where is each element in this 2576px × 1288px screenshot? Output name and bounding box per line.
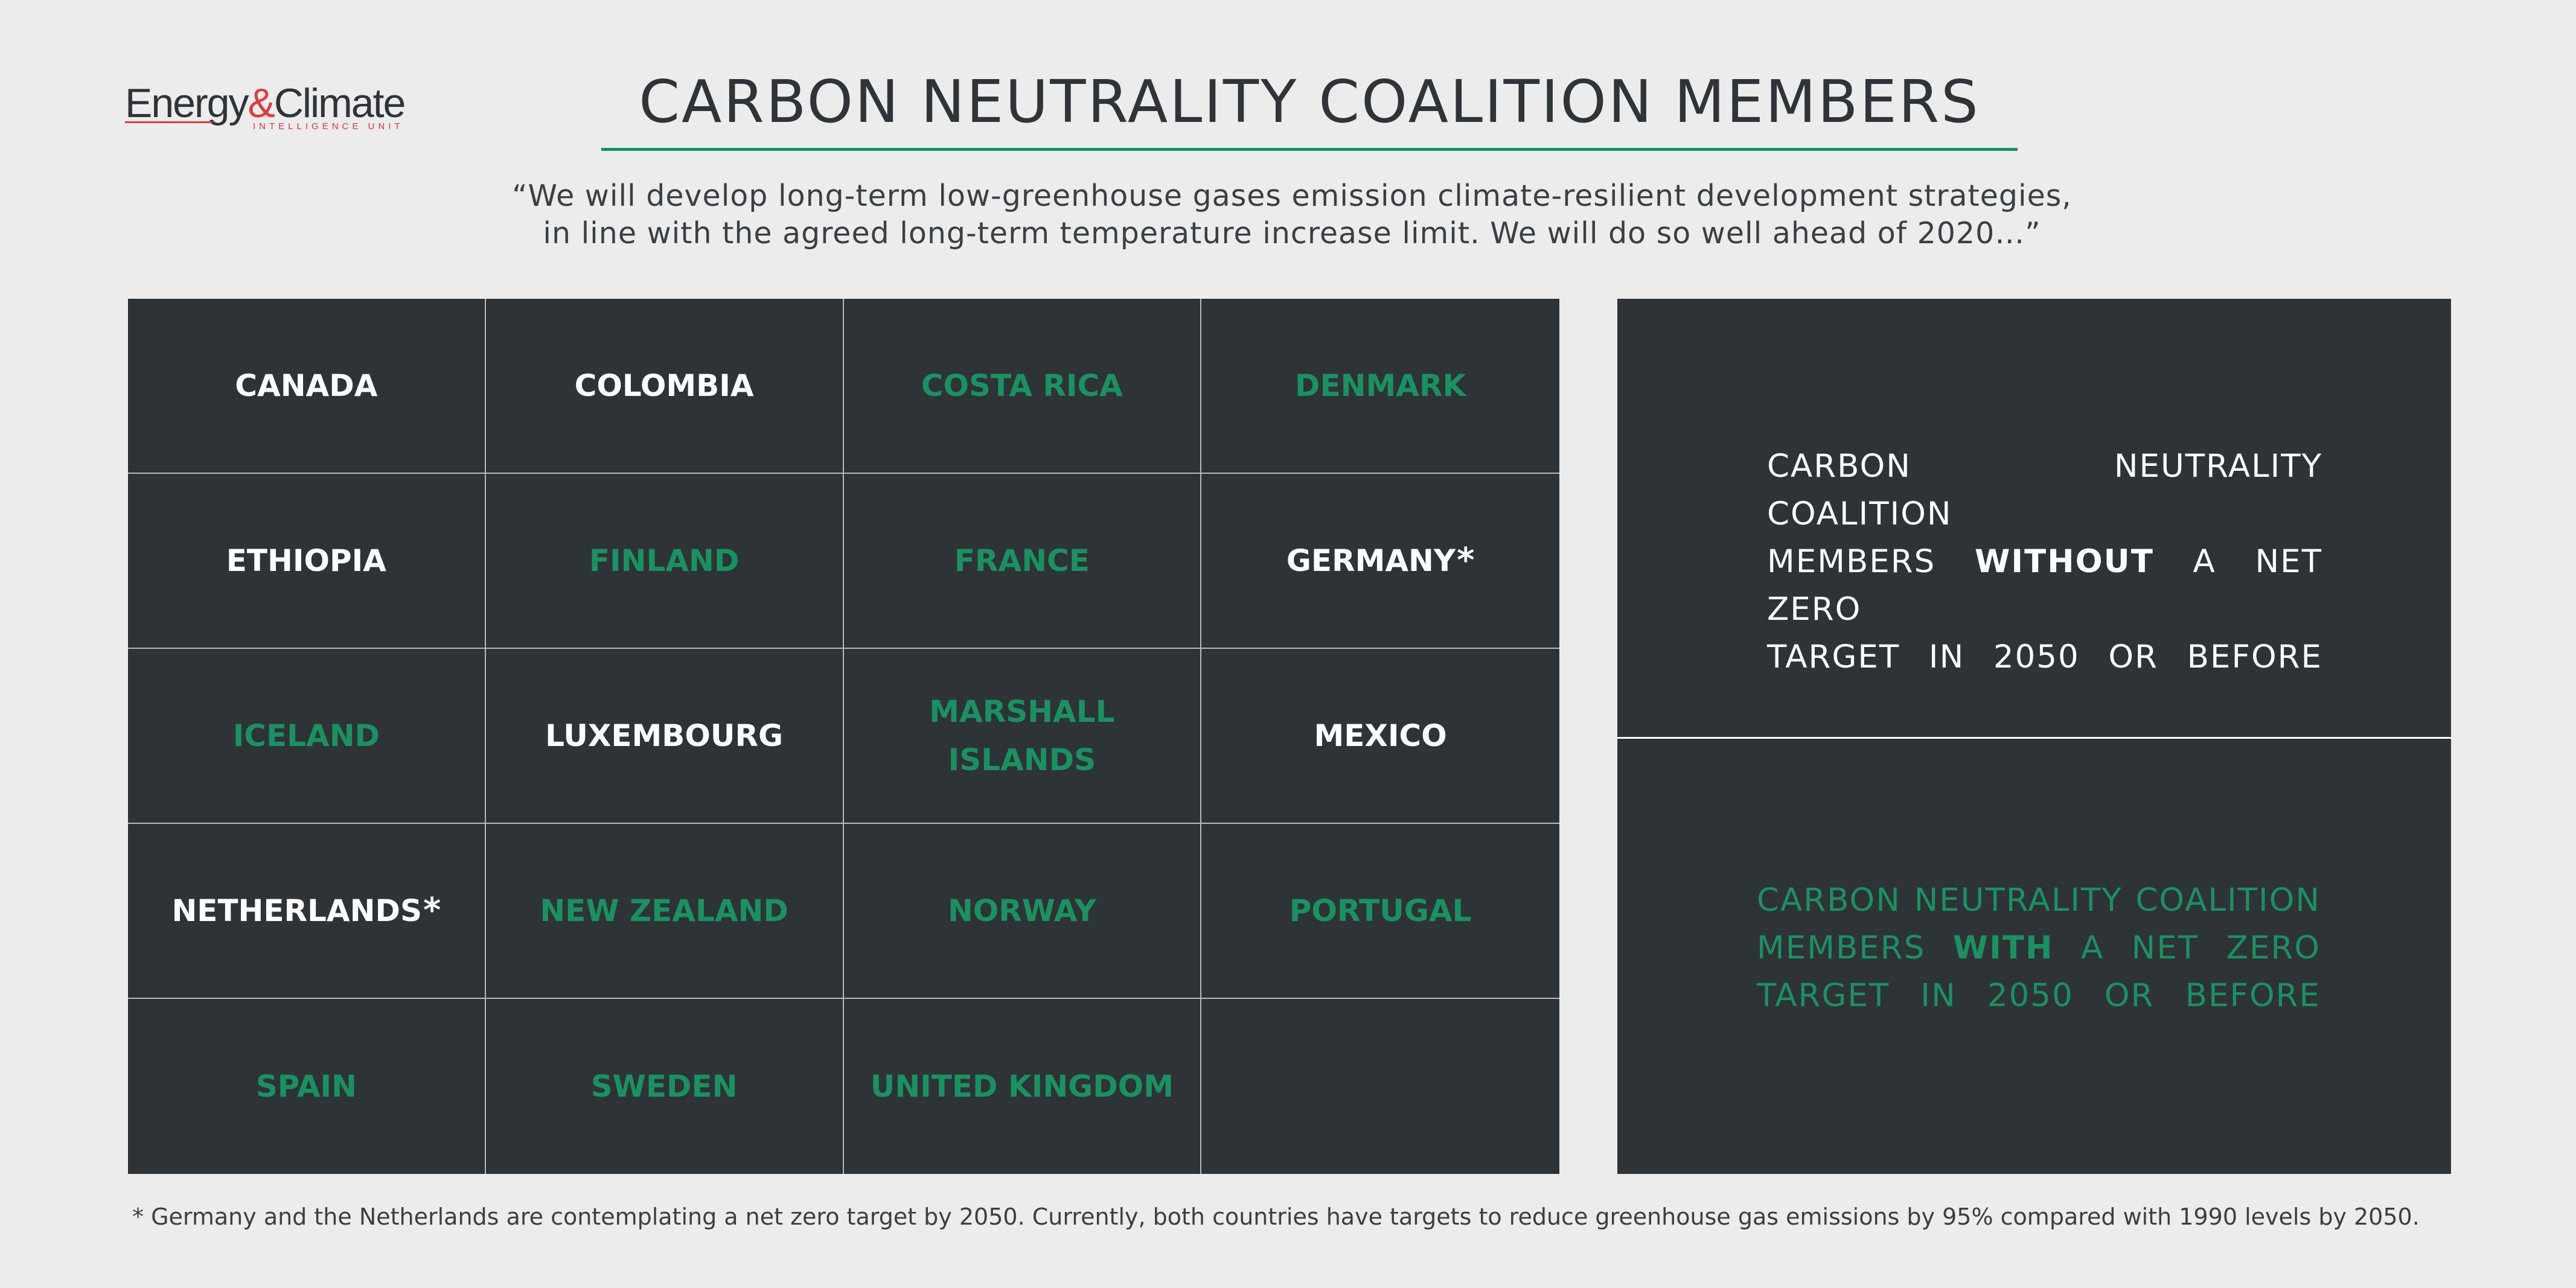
country-cell-iceland: ICELAND [128, 649, 486, 824]
country-name: SWEDEN [590, 1069, 738, 1104]
legend-with-line-2: MEMBERS WITH A NET ZERO [1757, 924, 2321, 972]
logo-subtitle: INTELLIGENCE UNIT [253, 121, 404, 132]
pledge-quote: “We will develop long-term low-greenhous… [362, 177, 2222, 252]
country-cell-colombia: COLOMBIA [485, 299, 844, 474]
country-name: NETHERLANDS [171, 893, 422, 928]
legend-without-text: CARBON NEUTRALITY COALITION MEMBERS WITH… [1767, 442, 2322, 681]
legend-divider [1617, 737, 2451, 739]
page-title: CARBON NEUTRALITY COALITION MEMBERS [639, 68, 1980, 136]
country-name: ICELAND [232, 718, 380, 753]
logo-red-line [125, 121, 213, 123]
country-cell-new-zealand: NEW ZEALAND [485, 824, 844, 999]
country-cell-marshall-islands: MARSHALL ISLANDS [843, 649, 1202, 824]
country-name: LUXEMBOURG [545, 718, 784, 753]
country-cell-empty [1201, 999, 1559, 1174]
country-cell-germany: GERMANY * [1201, 474, 1559, 649]
country-cell-finland: FINLAND [485, 474, 844, 649]
legend-with-text: CARBON NEUTRALITY COALITION MEMBERS WITH… [1757, 876, 2321, 1019]
country-name: MARSHALL ISLANDS [929, 694, 1115, 777]
legend-without-line-2: MEMBERS WITHOUT A NET ZERO [1767, 538, 2322, 633]
legend-without-line-2-pre: MEMBERS [1767, 543, 1936, 580]
energy-climate-logo: Energy&Climate INTELLIGENCE UNIT [125, 83, 415, 137]
country-cell-luxembourg: LUXEMBOURG [485, 649, 844, 824]
country-name: NORWAY [947, 893, 1096, 928]
country-cell-spain: SPAIN [128, 999, 486, 1174]
logo-word-climate: Climate [273, 80, 406, 126]
legend-with-keyword: WITH [1952, 929, 2054, 966]
legend-without-target-panel: CARBON NEUTRALITY COALITION MEMBERS WITH… [1617, 299, 2451, 737]
country-name: FINLAND [589, 543, 740, 578]
country-cell-ethiopia: ETHIOPIA [128, 474, 486, 649]
legend-without-keyword: WITHOUT [1974, 543, 2154, 580]
country-name: DENMARK [1295, 368, 1466, 403]
country-cell-norway: NORWAY [843, 824, 1202, 999]
country-name: ETHIOPIA [226, 543, 386, 578]
country-name: NEW ZEALAND [540, 893, 788, 928]
title-underline [601, 148, 2018, 151]
country-name: UNITED KINGDOM [870, 1069, 1174, 1104]
country-name: MEXICO [1314, 718, 1447, 753]
footnote: * Germany and the Netherlands are contem… [132, 1204, 2420, 1230]
country-cell-portugal: PORTUGAL [1201, 824, 1559, 999]
country-name: SPAIN [255, 1069, 357, 1104]
legend-with-line-3: TARGET IN 2050 OR BEFORE [1757, 977, 2321, 1014]
country-cell-mexico: MEXICO [1201, 649, 1559, 824]
quote-line-2: in line with the agreed long-term temper… [543, 216, 2041, 250]
logo-wordmark: Energy&Climate [125, 80, 406, 126]
country-cell-netherlands: NETHERLANDS * [128, 824, 486, 999]
logo-word-energy: Energy [125, 80, 249, 126]
legend-without-line-1: CARBON NEUTRALITY COALITION [1767, 448, 2322, 532]
country-name: PORTUGAL [1289, 893, 1472, 928]
country-name: CANADA [235, 368, 378, 403]
country-cell-denmark: DENMARK [1201, 299, 1559, 474]
country-cell-united-kingdom: UNITED KINGDOM [844, 999, 1202, 1174]
country-name: GERMANY [1286, 543, 1456, 578]
country-cell-sweden: SWEDEN [486, 999, 844, 1174]
legend-with-line-1: CARBON NEUTRALITY COALITION [1757, 882, 2321, 919]
quote-line-1: “We will develop long-term low-greenhous… [512, 179, 2072, 213]
country-name: COLOMBIA [574, 368, 754, 403]
logo-ampersand: & [248, 80, 275, 126]
country-cell-france: FRANCE [843, 474, 1202, 649]
legend-without-line-3: TARGET IN 2050 OR BEFORE [1767, 639, 2322, 675]
country-name: FRANCE [954, 543, 1090, 578]
legend-with-line-2-post: A NET ZERO [2080, 929, 2321, 966]
legend-with-target-panel: CARBON NEUTRALITY COALITION MEMBERS WITH… [1617, 739, 2451, 1174]
country-cell-costa-rica: COSTA RICA [843, 299, 1202, 474]
country-cell-canada: CANADA [128, 299, 486, 474]
legend-without-line-2-post: A NET ZERO [1767, 543, 2322, 628]
country-name: COSTA RICA [921, 368, 1123, 403]
legend-with-line-2-pre: MEMBERS [1757, 929, 1926, 966]
country-grid: CANADA COLOMBIA COSTA RICA DENMARK ETHIOPIA F… [128, 299, 1559, 1174]
